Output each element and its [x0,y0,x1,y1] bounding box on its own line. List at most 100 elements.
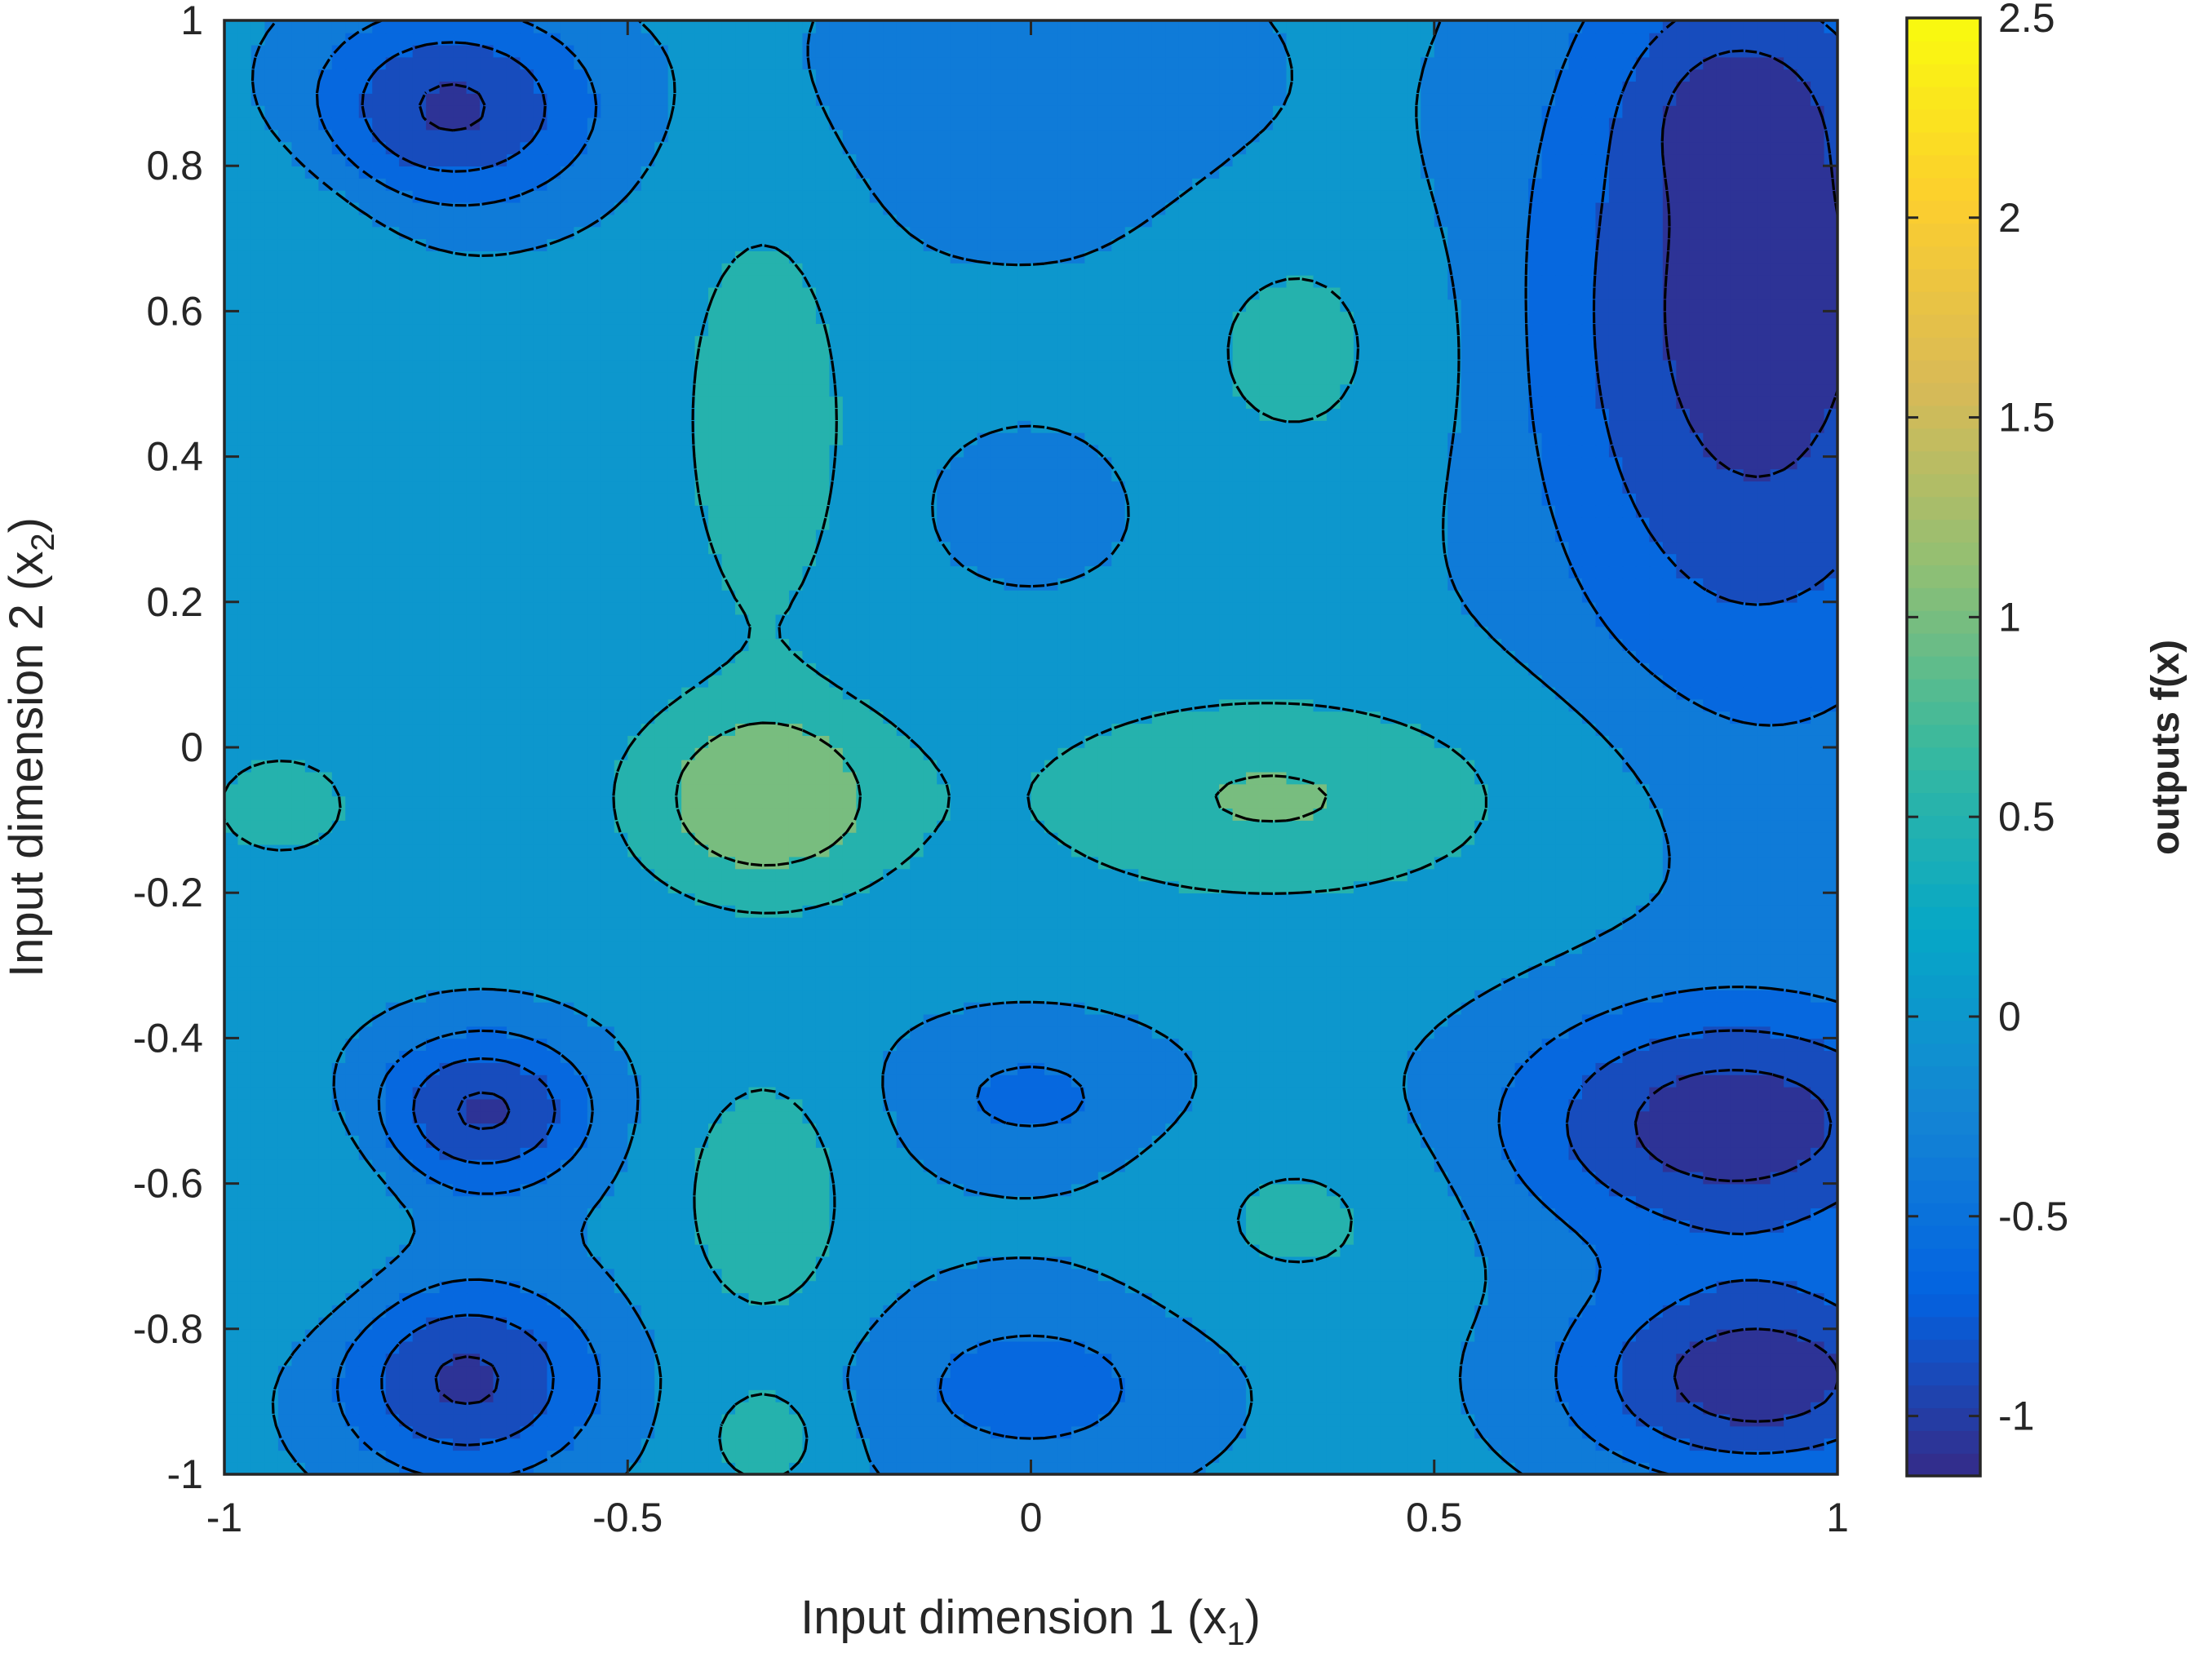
contour-cell [1313,1147,1328,1160]
contour-cell [237,1050,252,1063]
contour-cell [829,1183,844,1197]
contour-cell [1178,1147,1194,1160]
contour-cell [1004,1462,1018,1474]
contour-cell [560,1232,575,1245]
contour-cell [264,1425,279,1439]
contour-cell [1784,1183,1798,1197]
contour-cell [1259,1026,1274,1039]
contour-cell [318,1425,333,1439]
contour-cell [977,1305,991,1318]
contour-cell [815,1207,831,1221]
contour-cell [466,1450,481,1463]
contour-cell [775,1268,790,1282]
contour-cell [1340,1425,1354,1439]
contour-cell [1394,1220,1408,1233]
contour-cell [1394,1305,1408,1318]
contour-cell [910,1450,924,1463]
contour-cell [667,1292,682,1305]
contour-cell [883,1147,898,1160]
contour-cell [237,1135,252,1148]
contour-cell [1138,1425,1153,1439]
contour-cell [385,1401,400,1415]
contour-cell [1676,1413,1691,1427]
contour-cell [1407,1340,1422,1354]
contour-cell [883,1401,898,1415]
contour-cell [1111,1328,1126,1342]
contour-cell [977,1389,991,1402]
contour-cell [1581,1328,1597,1342]
contour-cell [1273,1013,1288,1027]
contour-cell [1273,1268,1288,1282]
contour-cell [1730,1425,1744,1439]
contour-cell [560,1425,575,1439]
contour-cell [587,1462,602,1474]
contour-cell [977,1438,991,1451]
contour-cell [1676,1462,1691,1474]
contour-cell [1461,1062,1475,1075]
contour-cell [681,1462,696,1474]
contour-cell [533,1389,548,1402]
contour-cell [304,1159,320,1172]
contour-cell [237,1401,252,1415]
contour-cell [775,1110,790,1124]
contour-cell [1824,1413,1837,1427]
contour-cell [466,1232,481,1245]
contour-cell [426,1328,441,1342]
contour-cell [1178,1280,1194,1294]
contour-cell [1394,1316,1408,1330]
contour-cell [708,1050,723,1063]
contour-cell [1286,1340,1301,1354]
contour-cell [1165,1220,1180,1233]
contour-cell [1380,1026,1395,1039]
contour-cell [1138,1220,1153,1233]
contour-cell [1434,1340,1449,1354]
contour-cell [627,1220,642,1233]
contour-cell [1004,965,1018,978]
contour-cell [1017,1159,1032,1172]
contour-cell [762,1013,777,1027]
contour-cell [1273,1305,1288,1318]
contour-cell [1124,965,1140,978]
contour-cell [1568,1353,1583,1367]
contour-cell [412,1050,427,1063]
contour-cell [883,1365,898,1378]
contour-cell [937,1026,951,1039]
contour-cell [842,1438,858,1451]
contour-cell [1394,1256,1408,1269]
contour-cell [614,977,629,990]
contour-cell [345,1220,360,1233]
contour-cell [1326,1171,1341,1185]
contour-cell [224,1401,239,1415]
contour-cell [1555,1062,1570,1075]
contour-cell [1165,1316,1180,1330]
contour-cell [1541,1353,1556,1367]
contour-cell [250,1438,266,1451]
contour-cell [237,1001,252,1015]
contour-cell [574,1413,588,1427]
contour-cell [426,1305,441,1318]
contour-cell [1555,1462,1570,1474]
contour-cell [842,1026,858,1039]
contour-cell [318,1232,333,1245]
contour-cell [1421,1377,1435,1390]
contour-cell [426,1232,441,1245]
contour-cell [1716,1123,1731,1136]
contour-cell [1138,1159,1153,1172]
contour-cell [1367,1438,1381,1451]
contour-cell [1421,1110,1435,1124]
contour-cell [224,977,239,990]
contour-cell [1730,1026,1744,1039]
contour-cell [1205,1292,1220,1305]
contour-cell [762,1316,777,1330]
contour-cell [520,1292,534,1305]
contour-cell [1528,1401,1543,1415]
contour-cell [237,1450,252,1463]
contour-cell [466,1220,481,1233]
contour-cell [466,1389,481,1402]
contour-cell [788,1062,804,1075]
contour-cell [1340,1328,1354,1342]
contour-cell [1824,1268,1837,1282]
contour-cell [1581,1098,1597,1112]
contour-cell [1057,1438,1072,1451]
contour-cell [318,1401,333,1415]
